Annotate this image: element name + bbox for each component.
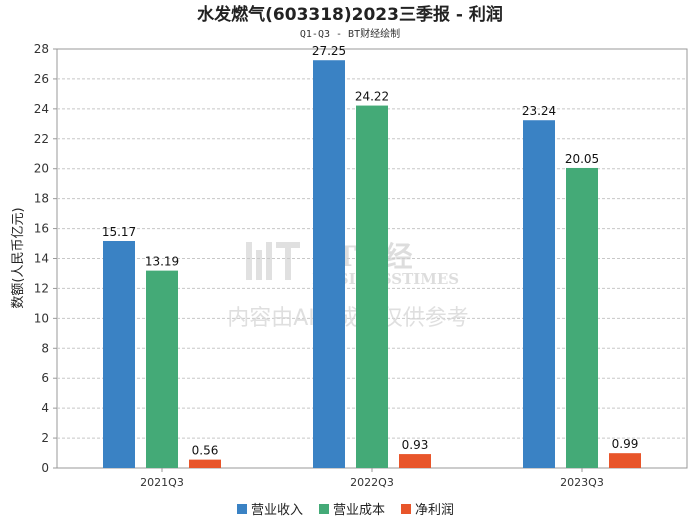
bar-revenue [103,240,135,468]
watermark-logo-icon [246,242,300,280]
y-tick-label: 0 [41,461,49,475]
data-label-cost: 24.22 [355,90,389,104]
data-label-net-profit: 0.99 [612,437,639,451]
y-tick-label: 6 [41,371,49,385]
x-tick-label: 2021Q3 [140,476,184,489]
y-tick-label: 18 [34,192,49,206]
y-tick-label: 14 [34,252,49,266]
legend-label-revenue: 营业收入 [251,503,303,518]
bar-revenue [523,120,555,468]
bar-net-profit [399,454,431,468]
y-tick-label: 4 [41,401,49,415]
y-axis-label: 数额(人民币亿元) [11,207,26,308]
y-tick-label: 22 [34,132,49,146]
legend-label-cost: 营业成本 [333,503,385,518]
legend-swatch-cost [319,504,329,514]
bar-net-profit [609,453,641,468]
chart-title: 水发燃气(603318)2023三季报 - 利润 [197,4,503,25]
y-tick-label: 12 [34,281,49,295]
chart-subtitle: Q1-Q3 - BT财经绘制 [300,27,400,40]
y-tick-label: 24 [34,102,49,116]
x-axis: 2021Q3 2022Q3 2023Q3 [140,468,604,489]
x-tick-label: 2023Q3 [560,476,604,489]
data-label-net-profit: 0.93 [402,438,429,452]
data-label-revenue: 15.17 [102,225,136,239]
y-tick-label: 26 [34,72,49,86]
y-tick-label: 2 [41,431,49,445]
y-tick-label: 10 [34,311,49,325]
bar-net-profit [189,459,221,468]
bars: 15.17 13.19 0.56 27.25 24.22 0.93 23.24 20.05 0.… [102,44,641,469]
x-tick-label: 2022Q3 [350,476,394,489]
bar-revenue [313,60,345,469]
legend-swatch-net-profit [401,504,411,514]
bar-cost [146,270,178,468]
y-tick-label: 8 [41,341,49,355]
data-label-revenue: 27.25 [312,44,346,58]
legend-label-net-profit: 净利润 [415,503,454,518]
y-tick-label: 16 [34,222,49,236]
legend: 营业收入 营业成本 净利润 [237,503,454,518]
data-label-revenue: 23.24 [522,104,556,118]
data-label-cost: 20.05 [565,152,599,166]
legend-swatch-revenue [237,504,247,514]
data-label-cost: 13.19 [145,255,179,269]
data-label-net-profit: 0.56 [192,444,219,458]
y-tick-label: 28 [34,42,49,56]
bar-cost [356,105,388,468]
watermark-notice: 内容由AI生成，仅供参考 [227,306,469,331]
bar-cost [566,167,598,468]
y-tick-label: 20 [34,162,49,176]
